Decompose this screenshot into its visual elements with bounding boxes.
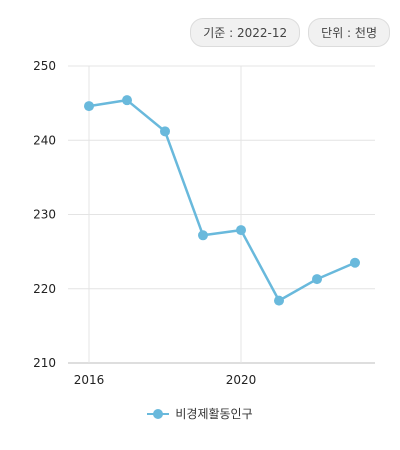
data-point: [122, 95, 132, 106]
legend-label: 비경제활동인구: [175, 407, 253, 421]
data-point: [236, 225, 246, 236]
y-tick-label: 240: [33, 133, 56, 147]
x-tick-label: 2016: [74, 373, 105, 387]
x-tick-label: 2020: [226, 373, 257, 387]
y-tick-label: 250: [33, 59, 56, 73]
y-tick-label: 220: [33, 282, 56, 296]
base-date-badge: 기준 : 2022-12: [190, 18, 301, 47]
y-tick-label: 210: [33, 356, 56, 370]
legend-marker-icon: [147, 408, 170, 419]
data-point: [350, 257, 360, 268]
series-line: [88, 98, 356, 302]
badge-group: 기준 : 2022-12 단위 : 천명: [190, 18, 390, 47]
unit-badge: 단위 : 천명: [308, 18, 390, 47]
data-point: [84, 101, 94, 112]
data-point: [160, 126, 170, 137]
data-point: [312, 274, 322, 285]
data-point: [274, 295, 284, 306]
y-tick-label: 230: [33, 208, 56, 222]
data-point: [198, 230, 208, 241]
legend[interactable]: 비경제활동인구: [0, 405, 400, 422]
